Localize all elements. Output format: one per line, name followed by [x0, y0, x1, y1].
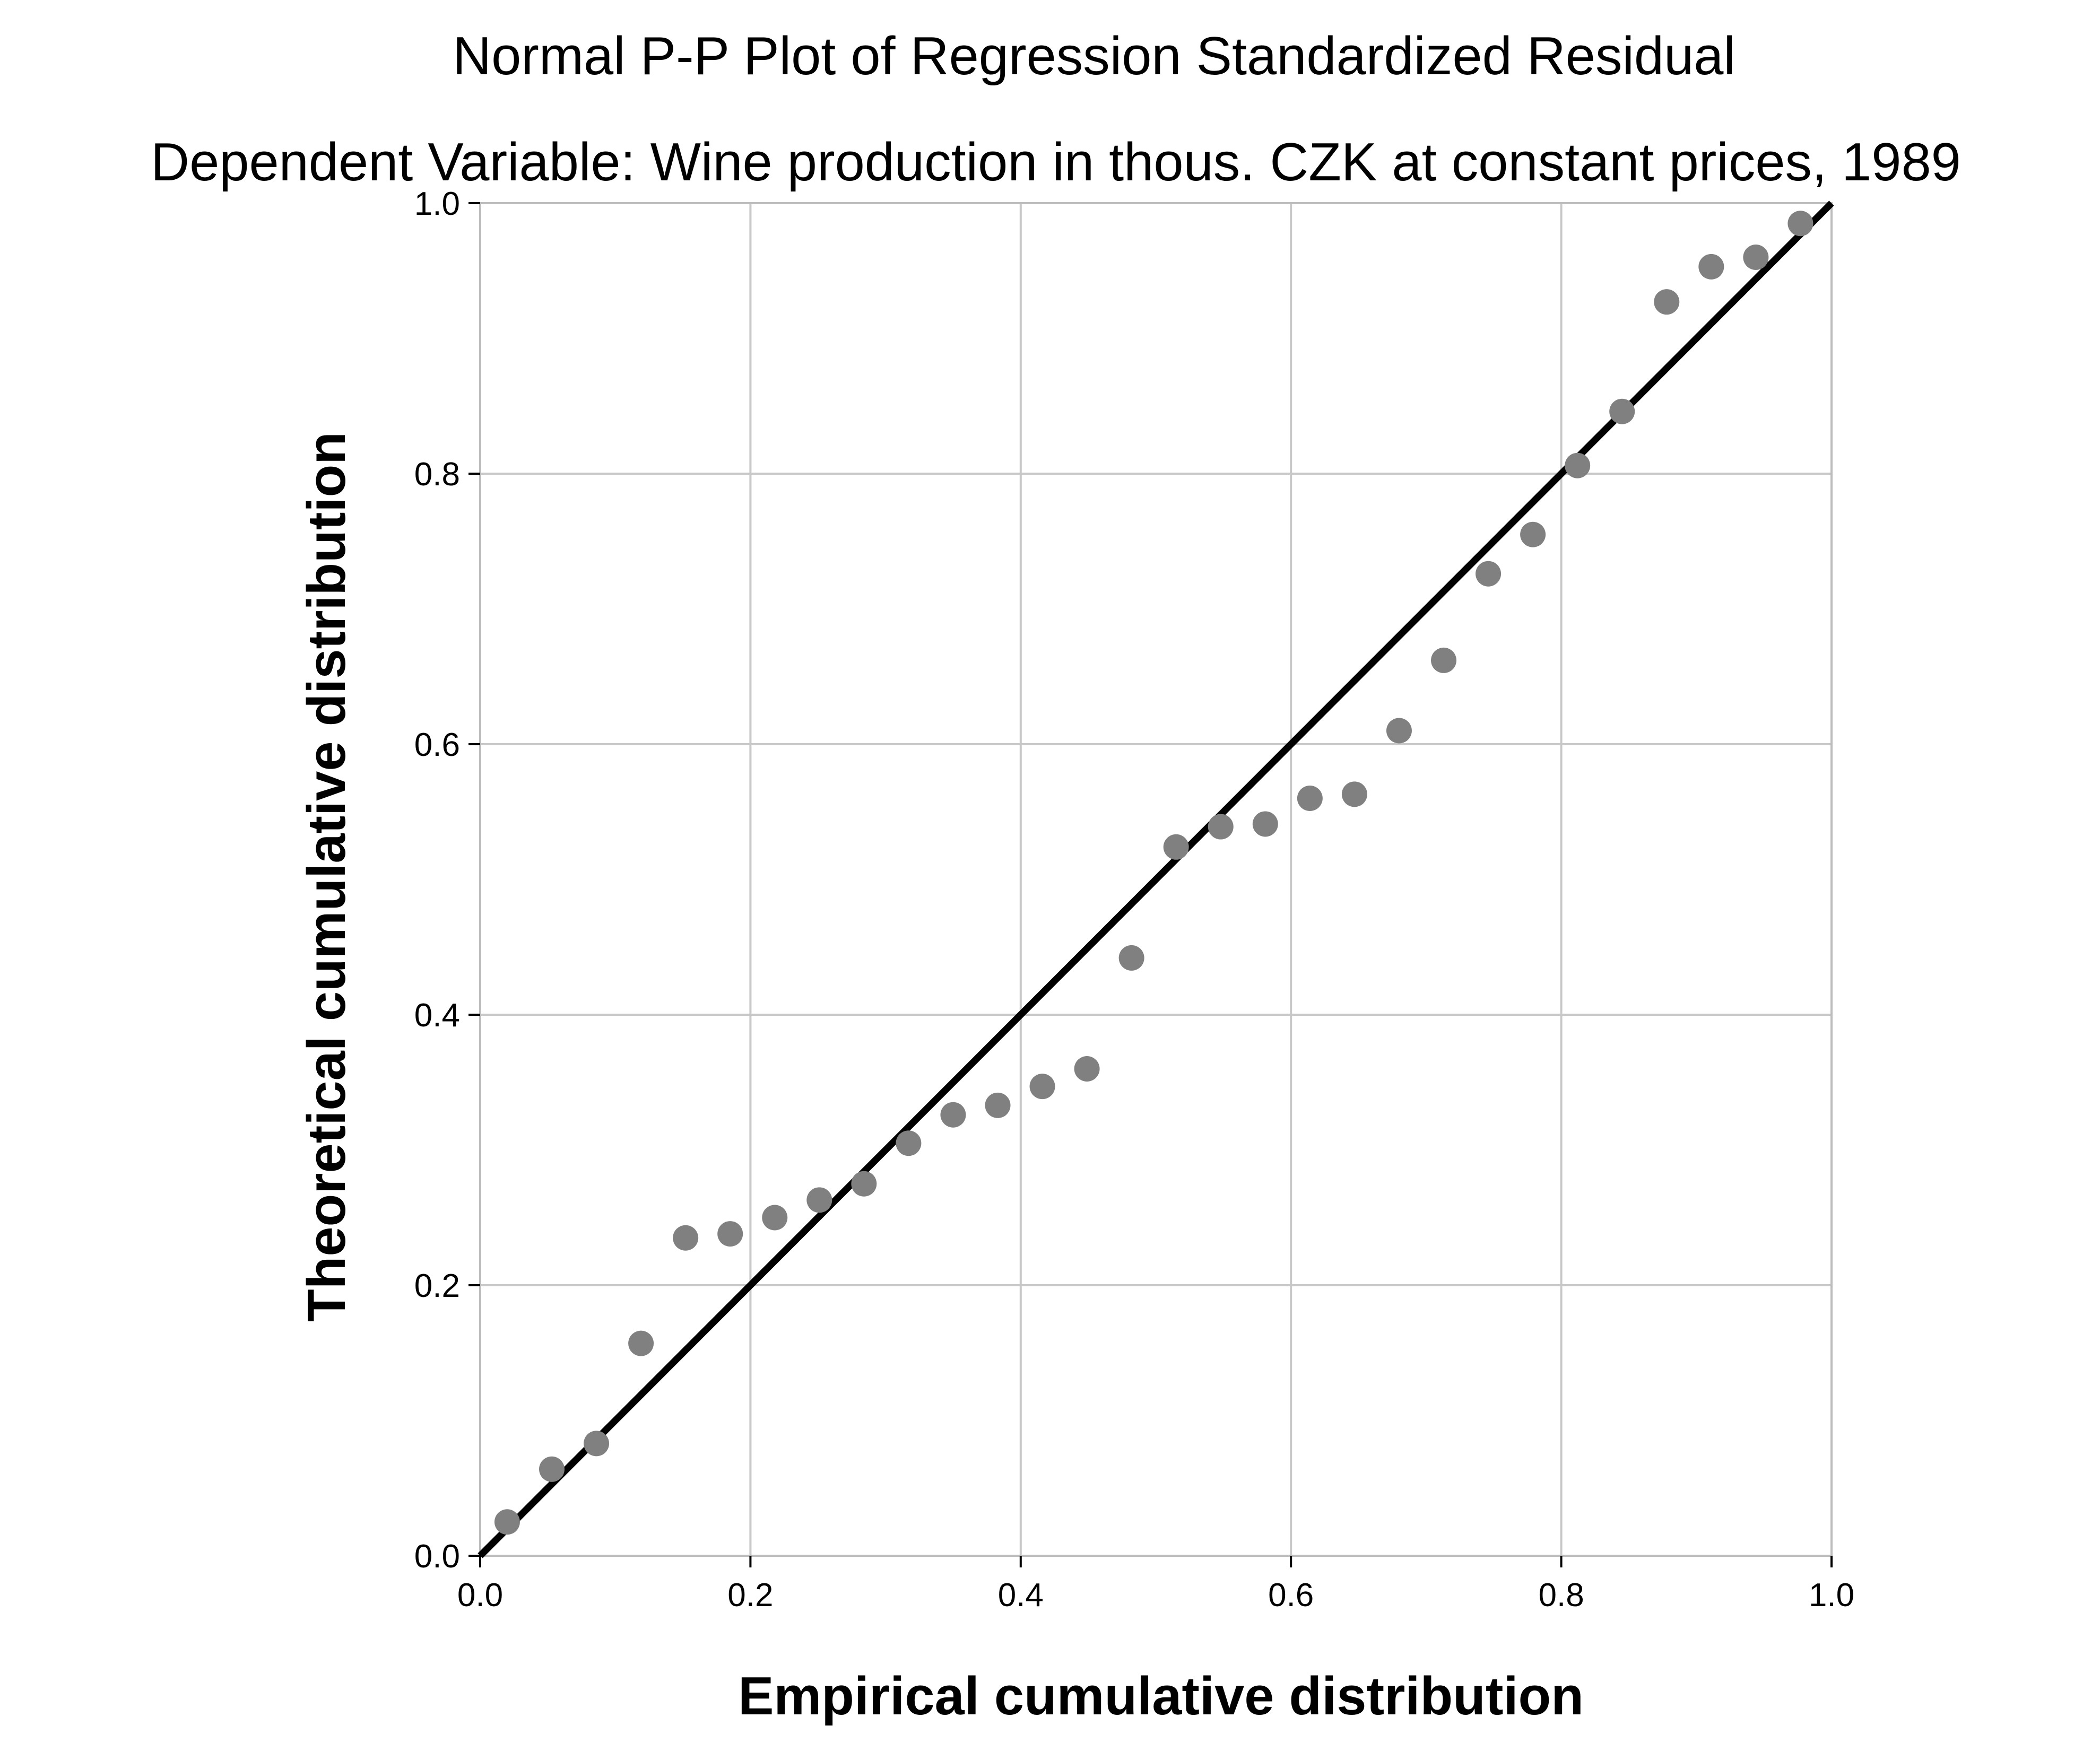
- data-point: [1609, 398, 1635, 424]
- data-point: [628, 1330, 654, 1356]
- data-point: [1565, 452, 1591, 478]
- x-tick-label: 0.0: [457, 1577, 503, 1614]
- reference-line: [478, 201, 1834, 1558]
- x-tick-label: 0.2: [727, 1577, 773, 1614]
- x-tick-label: 0.8: [1538, 1577, 1584, 1614]
- data-point: [940, 1102, 966, 1128]
- data-point: [1787, 211, 1813, 237]
- data-point: [673, 1225, 699, 1251]
- data-point: [1341, 781, 1367, 807]
- y-tick-label: 0.6: [414, 727, 460, 763]
- data-point: [1208, 814, 1234, 840]
- data-point: [1252, 811, 1278, 837]
- x-tick-label: 0.4: [998, 1577, 1044, 1614]
- y-tick-label: 0.4: [414, 997, 460, 1034]
- data-point: [1520, 521, 1546, 547]
- y-axis-ticks: 0.0 0.2 0.4 0.6 0.8 1.0: [414, 186, 480, 1575]
- data-point: [806, 1187, 832, 1213]
- chart-title: Normal P-P Plot of Regression Standardiz…: [453, 27, 1735, 86]
- data-points: [494, 211, 1813, 1535]
- data-point: [1386, 718, 1412, 744]
- data-point: [762, 1205, 788, 1231]
- data-point: [1118, 945, 1144, 971]
- data-point: [1654, 289, 1680, 315]
- data-point: [584, 1431, 610, 1457]
- chart-subtitle: Dependent Variable: Wine production in t…: [151, 133, 1961, 192]
- y-tick-label: 0.0: [414, 1538, 460, 1575]
- data-point: [717, 1221, 743, 1247]
- plot-area-frame: [479, 202, 1833, 1557]
- data-point: [985, 1092, 1011, 1118]
- data-point: [1029, 1074, 1055, 1100]
- data-point: [1476, 561, 1502, 587]
- x-tick-label: 1.0: [1809, 1577, 1854, 1614]
- y-tick-label: 1.0: [414, 186, 460, 222]
- data-point: [1743, 245, 1769, 270]
- x-tick-label: 0.6: [1268, 1577, 1314, 1614]
- data-point: [896, 1130, 922, 1156]
- y-tick-label: 0.8: [414, 456, 460, 493]
- y-tick-label: 0.2: [414, 1268, 460, 1304]
- data-point: [539, 1456, 565, 1482]
- data-point: [1698, 254, 1724, 280]
- data-point: [1297, 786, 1323, 811]
- x-axis-label: Empirical cumulative distribution: [738, 1667, 1584, 1726]
- reference-line-group: [478, 201, 1834, 1558]
- y-axis-label: Theoretical cumulative distribution: [297, 432, 357, 1322]
- data-point: [494, 1509, 520, 1535]
- x-axis-ticks: 0.0 0.2 0.4 0.6 0.8 1.0: [457, 1556, 1854, 1614]
- data-point: [851, 1171, 877, 1197]
- data-point: [1074, 1056, 1100, 1082]
- data-point: [1431, 647, 1457, 673]
- data-point: [1163, 834, 1189, 860]
- grid: [479, 202, 1833, 1557]
